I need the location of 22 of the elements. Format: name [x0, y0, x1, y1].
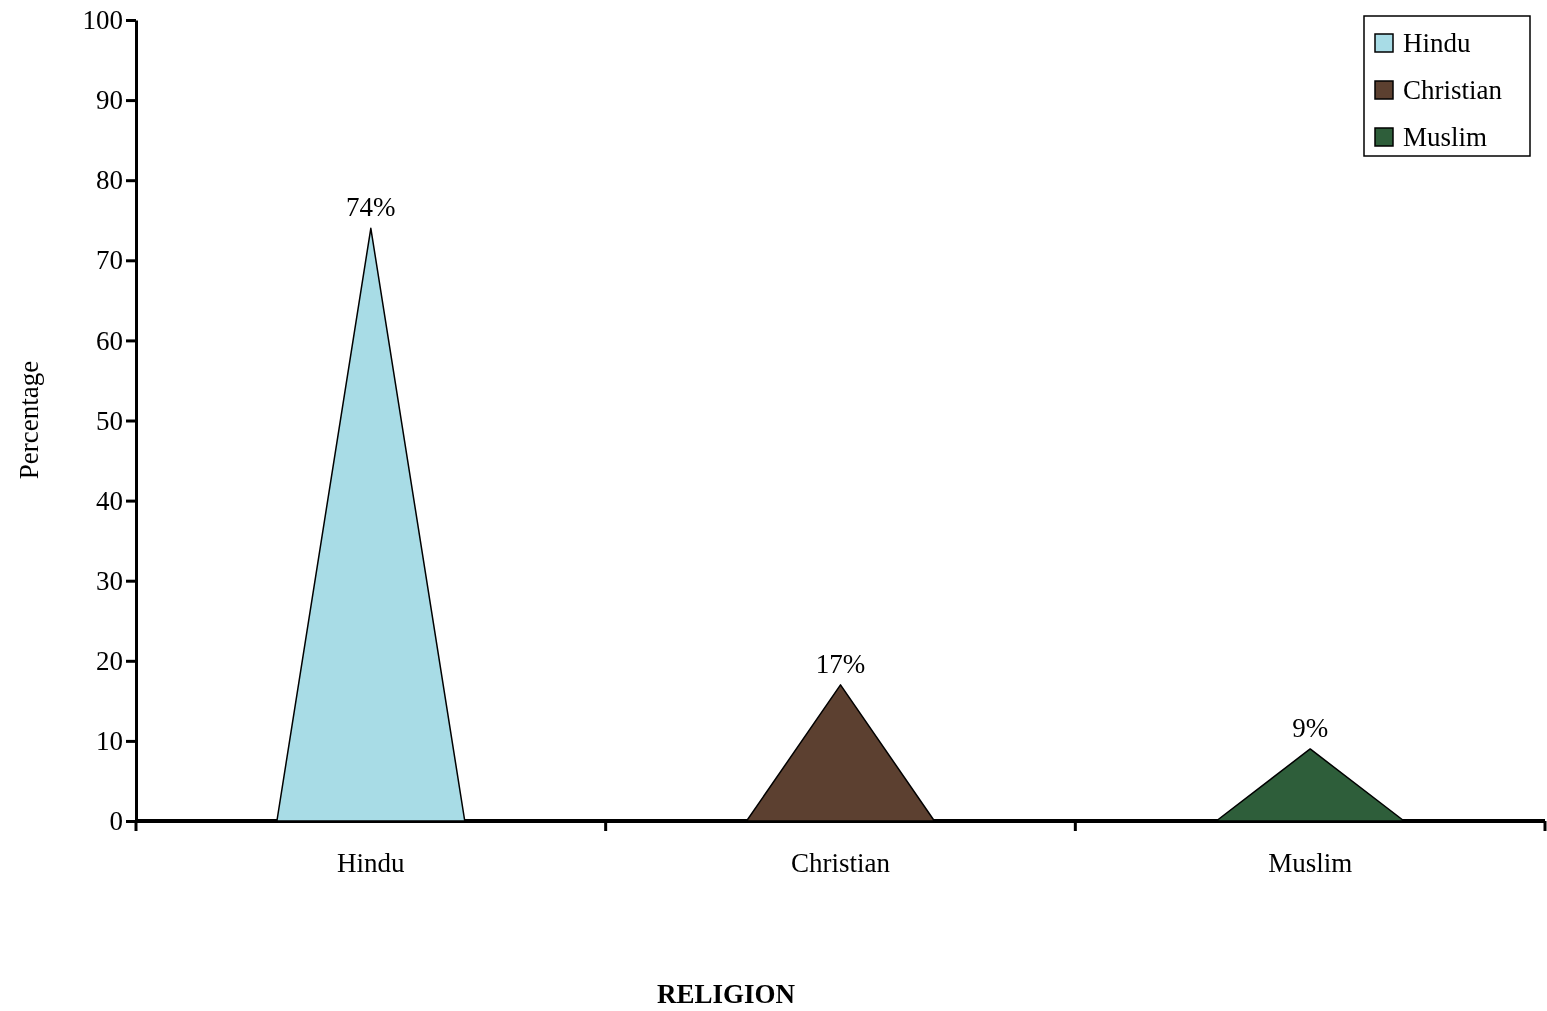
y-tick-label: 0 — [109, 806, 123, 837]
y-tick-label: 60 — [96, 325, 123, 356]
x-tick-label: Muslim — [1268, 848, 1353, 878]
y-tick-label: 90 — [96, 85, 123, 116]
y-tick-label: 80 — [96, 165, 123, 196]
x-axis-title: RELIGION — [656, 979, 796, 1009]
legend-label: Muslim — [1403, 122, 1488, 152]
x-tick-label: Hindu — [337, 848, 406, 878]
legend-label: Hindu — [1403, 28, 1471, 58]
y-axis-title: Percentage — [14, 360, 44, 480]
data-label: 17% — [815, 648, 866, 679]
data-label: 9% — [1292, 712, 1329, 743]
y-tick-label: 30 — [96, 565, 123, 596]
y-tick-label: 50 — [96, 405, 123, 436]
y-tick-label: 70 — [96, 245, 123, 276]
legend-label: Christian — [1403, 75, 1503, 105]
y-tick-label: 40 — [96, 485, 123, 516]
y-tick-label: 100 — [82, 5, 123, 36]
y-tick-label: 20 — [96, 645, 123, 676]
x-tick-label: Christian — [791, 848, 891, 878]
y-tick-label: 10 — [96, 726, 123, 757]
data-label: 74% — [346, 192, 396, 223]
